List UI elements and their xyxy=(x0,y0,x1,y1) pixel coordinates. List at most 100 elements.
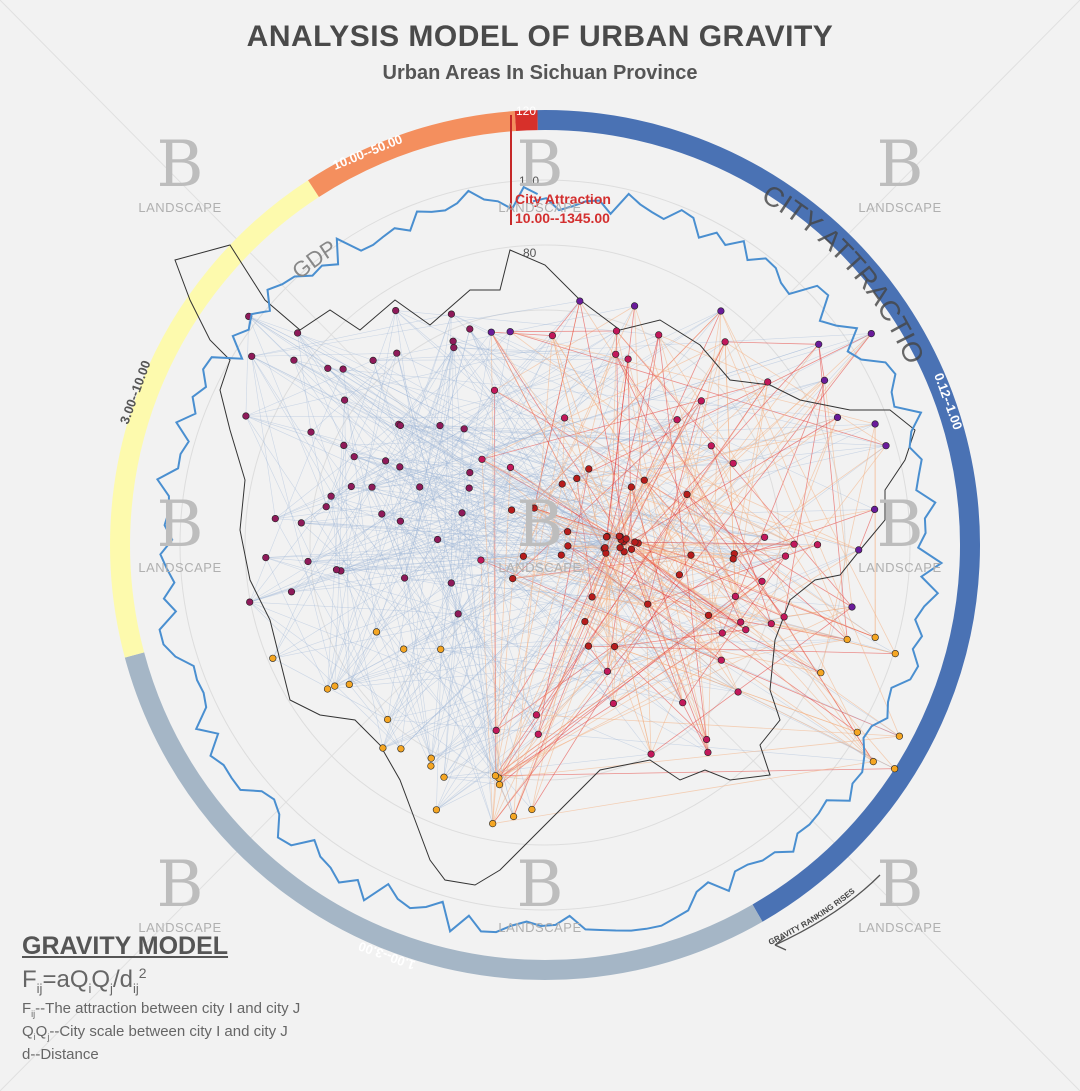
gravity-link xyxy=(512,354,617,579)
gravity-link xyxy=(340,380,825,572)
gravity-link xyxy=(480,555,524,561)
city-node xyxy=(297,519,305,527)
city-node xyxy=(347,482,355,491)
gravity-link xyxy=(567,531,608,537)
gravity-link xyxy=(576,333,872,479)
gravity-link xyxy=(818,344,825,381)
gravity-link xyxy=(331,333,872,497)
gravity-link xyxy=(382,305,635,749)
gravity-link xyxy=(498,621,741,779)
gravity-link xyxy=(382,645,589,749)
gravity-link xyxy=(349,463,734,685)
gravity-link xyxy=(430,596,593,767)
city-node xyxy=(564,542,572,550)
gravity-link xyxy=(381,513,405,579)
gravity-links xyxy=(245,300,900,824)
gravity-link xyxy=(720,310,896,654)
city-node xyxy=(729,459,737,467)
gravity-link xyxy=(310,431,569,547)
axis-tick-100: 100 xyxy=(519,174,539,188)
city-node xyxy=(548,332,557,340)
gravity-link xyxy=(251,356,606,548)
city-node xyxy=(294,329,302,337)
city-node xyxy=(640,476,648,484)
gravity-link xyxy=(382,390,495,749)
gravity-link xyxy=(349,509,512,685)
city-node xyxy=(615,532,623,540)
gravity-link xyxy=(248,316,535,509)
gravity-link xyxy=(330,496,350,685)
gravity-link xyxy=(480,560,494,824)
gravity-link xyxy=(373,305,635,361)
gravity-link xyxy=(293,360,432,759)
gravity-link xyxy=(330,495,895,769)
gravity-link xyxy=(439,425,887,446)
gravity-link xyxy=(371,330,617,488)
ring-segment-blue xyxy=(537,110,980,922)
gravity-link xyxy=(464,428,620,537)
city-node xyxy=(434,535,442,544)
gravity-link xyxy=(625,341,726,540)
gravity-link xyxy=(248,316,432,759)
gravity-link xyxy=(385,460,482,561)
gravity-link xyxy=(436,537,765,811)
gravity-link xyxy=(631,486,707,740)
gravity-link xyxy=(342,369,377,632)
gravity-link xyxy=(564,417,874,762)
city-node xyxy=(392,307,400,315)
city-node xyxy=(246,598,254,606)
gravity-link xyxy=(403,648,652,755)
city-node xyxy=(704,611,713,619)
gravity-link xyxy=(461,512,648,605)
gravity-link xyxy=(265,536,607,558)
gravity-link xyxy=(372,360,459,614)
gravity-link xyxy=(373,358,629,361)
city-node xyxy=(631,538,639,546)
gravity-link xyxy=(588,381,769,647)
gravity-link xyxy=(464,428,606,548)
gravity-link xyxy=(265,557,853,608)
gravity-link xyxy=(275,331,511,519)
gravity-link xyxy=(404,341,454,579)
city-node xyxy=(436,422,444,430)
city-node xyxy=(721,338,729,346)
gravity-link xyxy=(272,486,352,659)
gravity-link xyxy=(658,334,848,640)
gravity-link xyxy=(436,314,452,810)
gravity-link xyxy=(607,494,688,672)
gravity-link xyxy=(613,341,726,704)
gravity-link xyxy=(450,341,454,584)
gravity-link xyxy=(342,368,620,537)
gravity-link xyxy=(443,536,621,778)
gravity-link xyxy=(419,486,821,673)
gravity-link xyxy=(735,381,769,597)
city-node xyxy=(350,453,358,461)
gravity-link xyxy=(490,331,621,537)
city-node xyxy=(767,620,775,628)
gravity-link xyxy=(440,649,683,703)
gravity-link xyxy=(310,431,352,487)
gravity-link xyxy=(344,399,622,541)
gravity-link xyxy=(307,561,723,634)
gravity-link xyxy=(453,347,562,556)
gravity-link xyxy=(326,506,401,522)
gravity-link xyxy=(275,518,621,548)
gravity-link xyxy=(431,549,859,759)
gravity-link xyxy=(419,486,765,538)
axis-tick-80: 80 xyxy=(523,246,537,260)
gravity-link xyxy=(634,379,825,543)
gravity-link xyxy=(301,358,629,524)
gravity-link xyxy=(492,554,692,824)
city-node xyxy=(478,455,486,463)
city-node xyxy=(369,356,377,365)
gravity-link xyxy=(398,347,455,425)
gravity-link xyxy=(463,300,581,430)
gravity-link xyxy=(510,331,876,425)
gravity-link xyxy=(249,423,876,603)
gravity-link xyxy=(297,332,345,446)
gravity-link xyxy=(710,445,858,733)
gravity-link xyxy=(534,486,632,509)
gravity-link xyxy=(453,347,629,360)
gravity-link xyxy=(334,553,735,687)
gravity-link xyxy=(564,417,859,551)
